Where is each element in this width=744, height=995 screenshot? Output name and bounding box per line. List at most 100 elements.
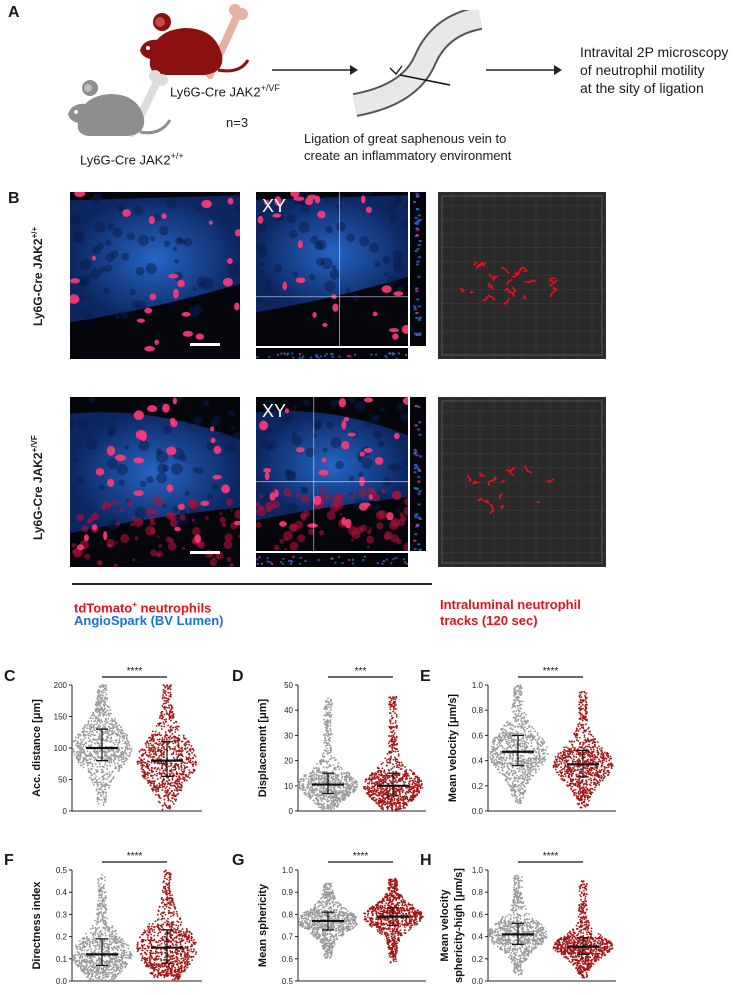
micrograph-wt-xy: XY (256, 192, 408, 346)
micrograph-wt-xz-slice (256, 348, 408, 359)
y-tick-label: 0.2 (56, 933, 68, 942)
micrograph-wt-overview (70, 192, 240, 359)
xy-label: XY (262, 196, 287, 216)
panel-letter-g: G (232, 852, 245, 869)
result-caption-line2: of neutrophil motility (580, 62, 705, 78)
wildtype-mouse-label: Ly6G-Cre JAK2+/+ (80, 151, 184, 168)
y-tick-label: 200 (54, 681, 68, 690)
imaging-row1-label: Ly6G-Cre JAK2+/+ (30, 226, 45, 326)
y-tick-label: 0.0 (472, 807, 484, 816)
ligature-icon (399, 74, 451, 86)
chart-acc-distance: 0 50 100 150 200 Acc. distance [μm] **** (31, 666, 202, 816)
y-tick-label: 1.0 (472, 681, 484, 690)
y-axis-label-line2: sphericity-high [μm/s] (453, 868, 465, 983)
mouse-icon (140, 13, 250, 75)
swarm-mutant (362, 695, 424, 811)
micrograph-mutant-xy: XY (256, 397, 408, 551)
y-tick-label: 0.8 (472, 888, 484, 897)
swarm-wildtype (297, 882, 358, 959)
panel-letter-b: B (8, 190, 20, 207)
y-axis-label: Mean velocity (439, 889, 451, 962)
y-axis-label: Mean sphericity (257, 883, 269, 967)
chart-velocity-sphericity-high: 0.0 0.2 0.4 0.6 0.8 1.0 Mean velocity sphericit… (439, 851, 616, 986)
y-axis-label: Mean velocity [μm/s] (447, 694, 459, 803)
significance-label: **** (543, 666, 559, 677)
y-axis-label: Directness index (31, 881, 43, 970)
y-tick-label: 0.9 (282, 888, 294, 897)
chart-displacement: 0 10 20 30 40 50 Displacement [μm] *** (257, 666, 426, 816)
arrow-right-icon (272, 65, 358, 75)
panel-letter-f: F (4, 852, 14, 869)
micrograph-wt-yz-slice (410, 192, 426, 346)
y-tick-label: 0.4 (472, 933, 484, 942)
micrograph-mutant-yz-slice (410, 397, 426, 551)
y-tick-label: 0.4 (56, 888, 68, 897)
micrograph-mutant-overview (70, 397, 240, 567)
y-tick-label: 40 (284, 706, 293, 715)
swarm-wildtype (487, 684, 549, 805)
mutant-mouse-label: Ly6G-Cre JAK2+/VF (170, 83, 280, 100)
y-tick-label: 20 (284, 757, 293, 766)
ligation-caption-line1: Ligation of great saphenous vein to (304, 131, 507, 146)
y-tick-label: 1.0 (472, 866, 484, 875)
legend-tracks-line2: tracks (120 sec) (440, 613, 538, 628)
y-tick-label: 1.0 (282, 866, 294, 875)
panel-letter-c: C (4, 668, 16, 685)
significance-label: **** (127, 851, 143, 862)
significance-label: *** (355, 666, 367, 677)
mouse-icon (68, 80, 172, 136)
y-tick-label: 30 (284, 731, 293, 740)
panel-letter-a: A (8, 4, 20, 21)
legend-divider (72, 583, 432, 585)
mutant-mouse-illustration (140, 4, 250, 79)
y-tick-label: 0.5 (282, 977, 294, 986)
y-tick-label: 0.8 (282, 910, 294, 919)
y-tick-label: 0.1 (56, 955, 68, 964)
y-tick-label: 50 (58, 776, 67, 785)
y-tick-label: 0.6 (472, 731, 484, 740)
chart-mean-velocity: 0.0 0.2 0.4 0.6 0.8 1.0 Mean velocity [μm/s] **… (447, 666, 616, 816)
swarm-mutant (552, 880, 614, 979)
swarm-wildtype (71, 874, 133, 982)
y-tick-label: 50 (284, 681, 293, 690)
y-tick-label: 0 (63, 807, 68, 816)
swarm-wildtype (71, 684, 133, 806)
arrow-right-icon (486, 65, 562, 75)
y-tick-label: 0.7 (282, 933, 294, 942)
y-tick-label: 0.0 (56, 977, 68, 986)
swarm-mutant (552, 690, 614, 809)
tracks-wt-panel (438, 192, 606, 359)
significance-label: **** (543, 851, 559, 862)
imaging-row2-label: Ly6G-Cre JAK2+/VF (30, 435, 45, 540)
legend-tracks-line1: Intraluminal neutrophil (440, 597, 581, 612)
ligation-caption-line2: create an inflammatory environment (304, 148, 512, 163)
significance-label: **** (353, 851, 369, 862)
y-tick-label: 150 (54, 713, 68, 722)
vein-illustration (352, 10, 483, 117)
n-count-label: n=3 (226, 115, 249, 130)
wildtype-mouse-illustration (68, 70, 172, 137)
y-tick-label: 0.5 (56, 866, 68, 875)
y-tick-label: 0.4 (472, 757, 484, 766)
y-tick-label: 0.3 (56, 910, 68, 919)
panel-letter-h: H (420, 852, 432, 869)
panel-letter-e: E (420, 668, 431, 685)
y-tick-label: 10 (284, 782, 293, 791)
y-tick-label: 0.0 (472, 977, 484, 986)
y-tick-label: 0.6 (472, 910, 484, 919)
legend-lumen: AngioSpark (BV Lumen) (74, 613, 224, 628)
xy-label: XY (262, 401, 287, 421)
tracks-mutant-panel (438, 397, 606, 567)
y-tick-label: 100 (54, 744, 68, 753)
swarm-wildtype (487, 874, 548, 976)
result-caption-line3: at the sity of ligation (580, 80, 704, 96)
panel-letter-d: D (232, 668, 244, 685)
chart-mean-sphericity: 0.5 0.6 0.7 0.8 0.9 1.0 Mean sphericity **** (257, 851, 426, 986)
y-tick-label: 0 (289, 807, 294, 816)
y-tick-label: 0.8 (472, 706, 484, 715)
y-axis-label: Displacement [μm] (257, 698, 269, 797)
significance-label: **** (127, 666, 143, 677)
y-axis-label: Acc. distance [μm] (31, 699, 43, 797)
y-tick-label: 0.2 (472, 955, 484, 964)
result-caption-line1: Intravital 2P microscopy (580, 44, 729, 60)
